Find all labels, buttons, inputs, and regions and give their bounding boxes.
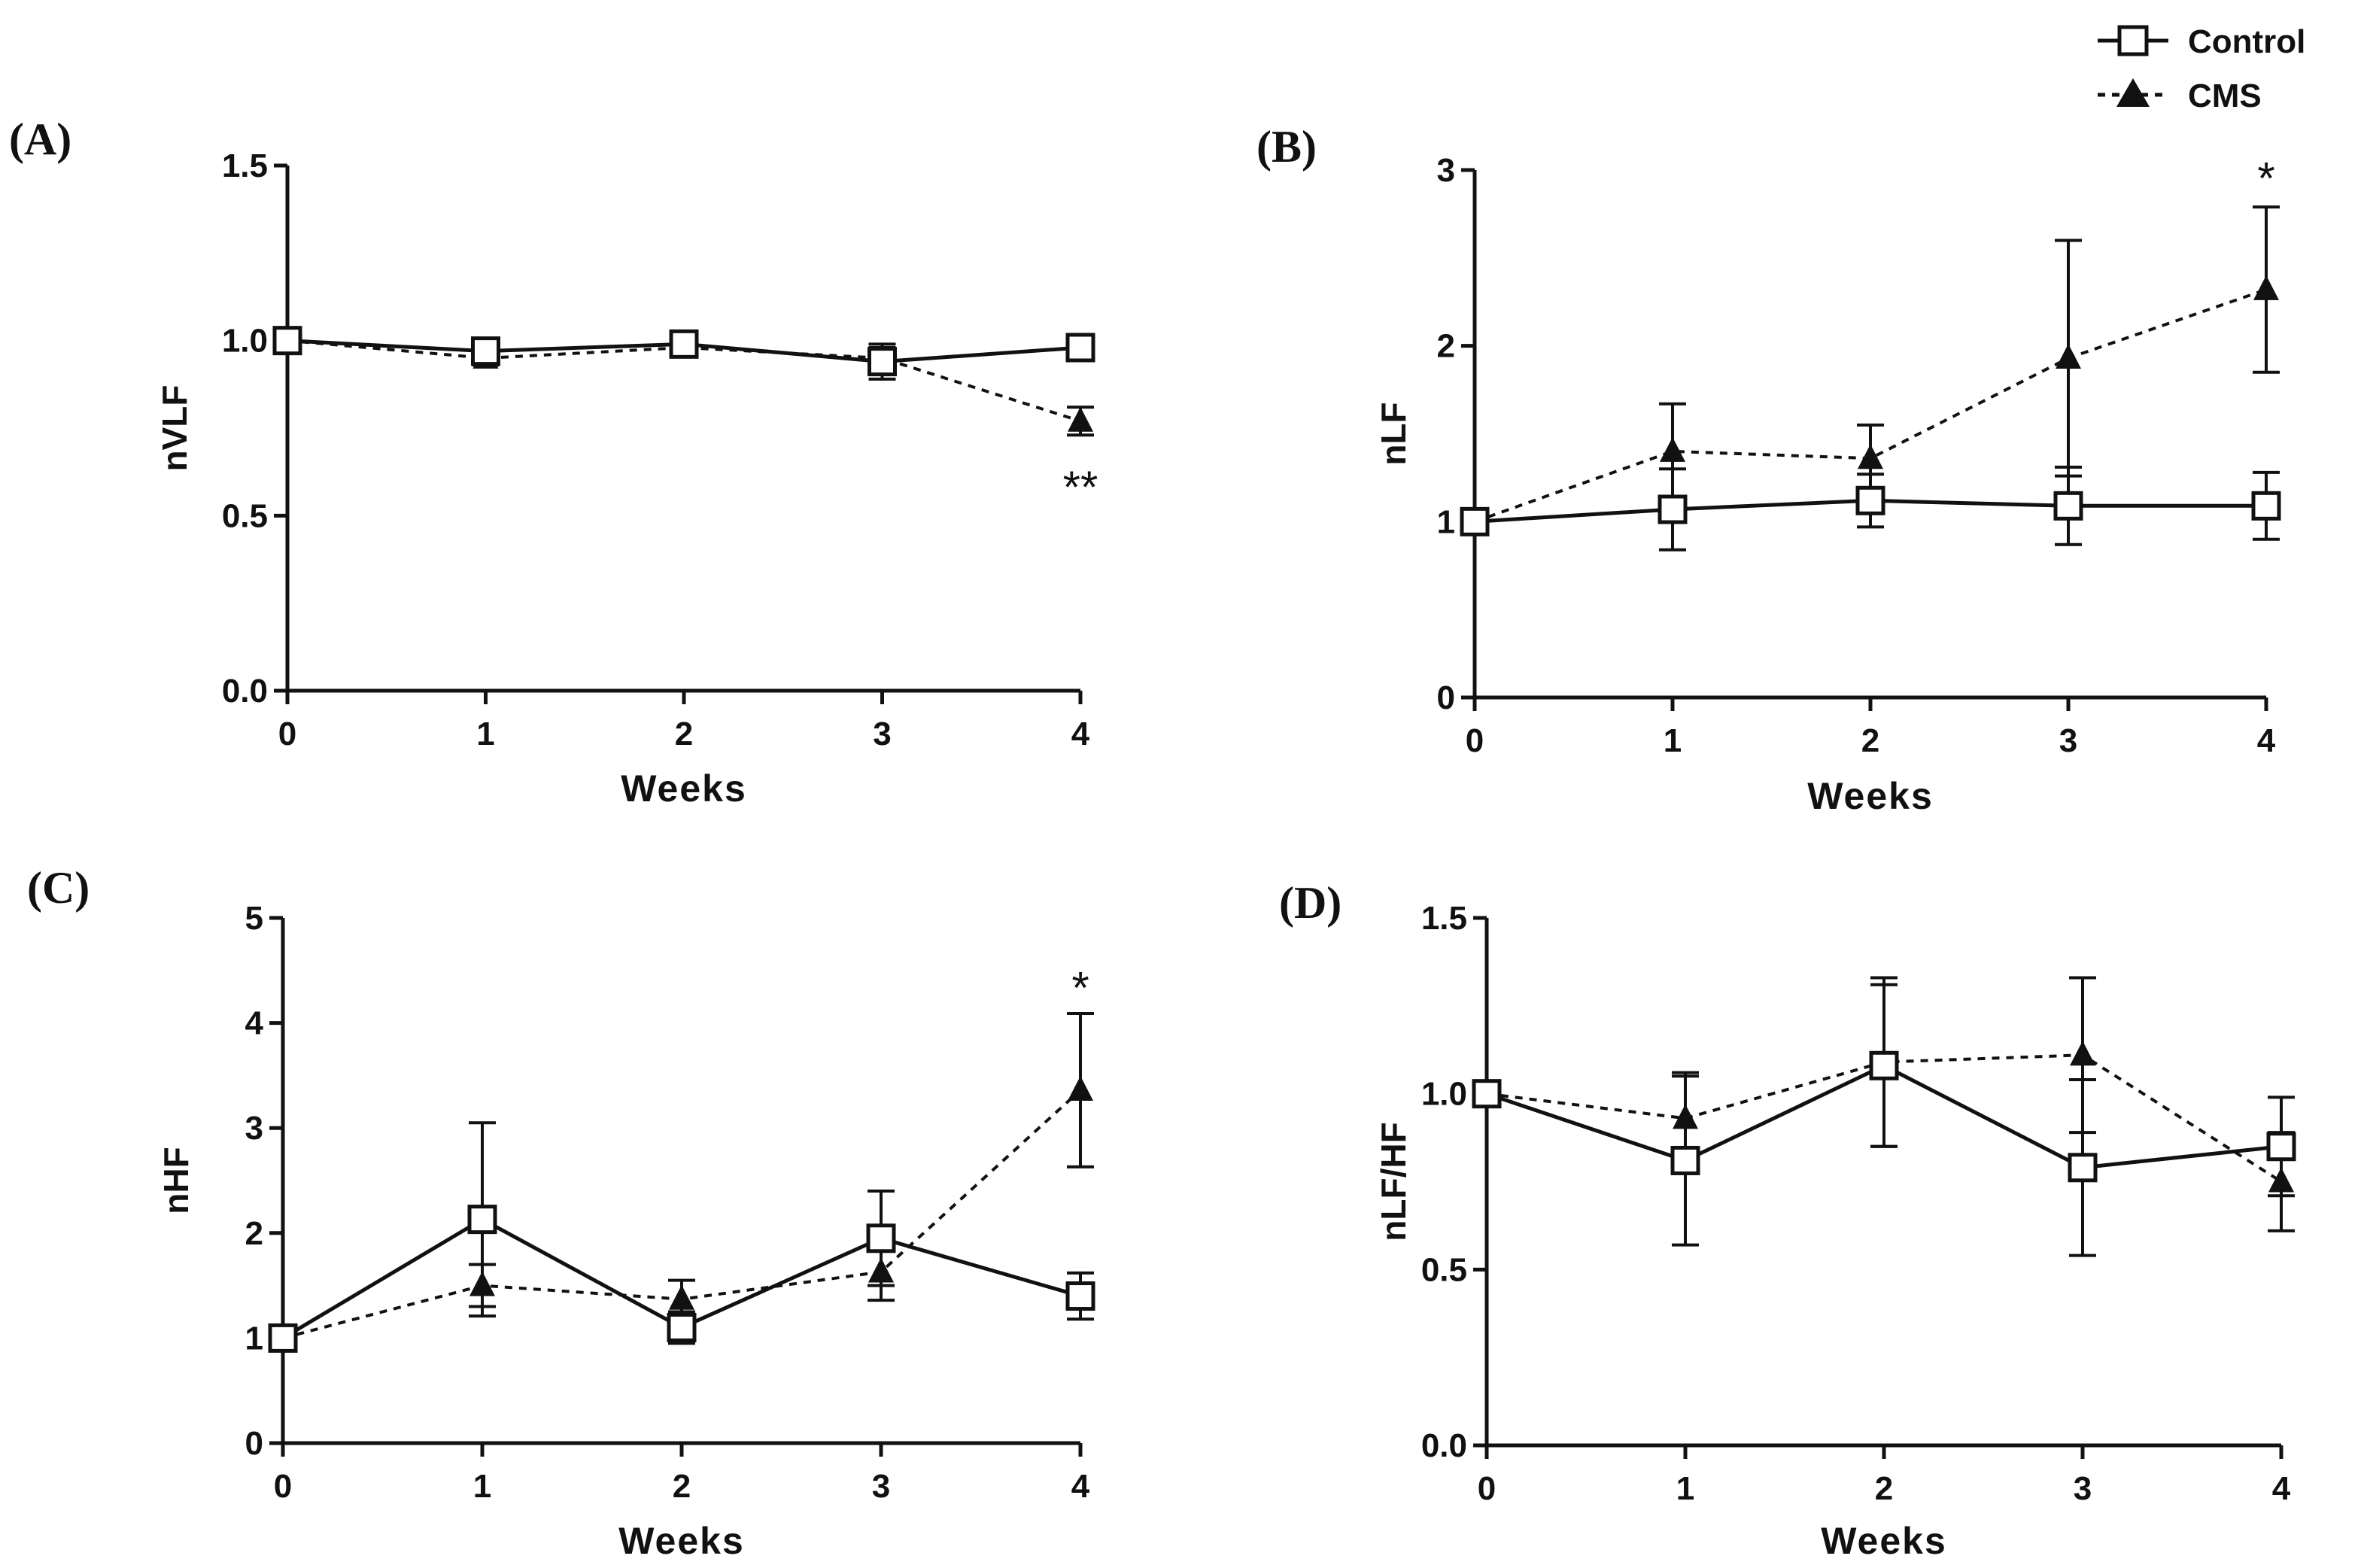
panel-label: (A) xyxy=(9,114,71,164)
y-tick-label: 0 xyxy=(1437,679,1455,716)
series-cms xyxy=(270,1012,1094,1349)
x-tick-label: 2 xyxy=(673,1468,691,1505)
y-axis-title: nVLF xyxy=(155,385,194,472)
x-tick-label: 0 xyxy=(274,1468,292,1505)
y-tick-label: 5 xyxy=(245,900,263,937)
data-point-control xyxy=(2266,1132,2296,1162)
data-point-control xyxy=(268,1323,298,1353)
x-tick-label: 0 xyxy=(278,716,296,752)
data-point-control xyxy=(1065,1281,1095,1311)
significance-marker: ** xyxy=(1063,462,1098,512)
data-point-control xyxy=(1670,1145,1700,1175)
y-axis-title: nHF xyxy=(156,1147,196,1214)
data-point-control xyxy=(2251,491,2281,521)
series-control xyxy=(1460,465,2281,552)
y-tick-label: 0.0 xyxy=(222,673,268,710)
y-tick-label: 1.0 xyxy=(222,323,268,360)
series-control xyxy=(272,326,1095,381)
data-point-cms xyxy=(1660,436,1685,462)
x-tick-label: 0 xyxy=(1466,722,1484,759)
x-tick-label: 2 xyxy=(1875,1470,1893,1507)
data-point-cms xyxy=(2070,1041,2095,1066)
data-point-control xyxy=(2068,1153,2098,1183)
x-tick-label: 3 xyxy=(2059,722,2077,759)
data-point-control xyxy=(1855,485,1885,515)
legend-control-marker xyxy=(2117,25,2149,56)
data-point-control xyxy=(868,347,897,377)
data-point-control xyxy=(1065,333,1095,363)
data-point-control xyxy=(2053,491,2083,521)
legend-cms-marker xyxy=(2116,78,2150,107)
x-tick-label: 1 xyxy=(476,716,494,752)
y-tick-label: 0.5 xyxy=(1421,1251,1467,1288)
panel-label: (B) xyxy=(1256,122,1317,172)
y-axis-title: nLF/HF xyxy=(1374,1122,1413,1241)
x-axis-title: Weeks xyxy=(618,1520,745,1562)
y-tick-label: 0 xyxy=(245,1425,263,1462)
x-axis-title: Weeks xyxy=(1821,1520,1947,1562)
x-tick-label: 4 xyxy=(1071,1468,1090,1505)
panel-label: (D) xyxy=(1279,878,1342,928)
y-tick-label: 0.5 xyxy=(222,497,268,534)
data-point-control xyxy=(471,336,500,366)
x-tick-label: 1 xyxy=(473,1468,491,1505)
x-tick-label: 3 xyxy=(872,1468,890,1505)
series-line-cms xyxy=(287,339,1081,423)
x-tick-label: 4 xyxy=(2257,722,2276,759)
x-tick-label: 2 xyxy=(675,716,693,752)
data-point-cms xyxy=(2056,344,2081,369)
data-point-cms xyxy=(2253,275,2279,300)
panel-c: (C) 0 1 2 3 4 5 0 1 2 3 4 Weeks nHF * xyxy=(27,863,1095,1562)
x-axis-title: Weeks xyxy=(621,767,747,810)
y-tick-label: 3 xyxy=(1437,152,1455,189)
data-point-cms xyxy=(669,1284,694,1310)
significance-marker: * xyxy=(1071,963,1089,1013)
y-tick-label: 1.5 xyxy=(1421,900,1467,937)
y-tick-label: 3 xyxy=(245,1110,263,1147)
x-tick-label: 0 xyxy=(1478,1470,1496,1507)
panel-b: (B) 0 1 2 3 0 1 2 3 4 Weeks nLF * xyxy=(1256,122,2281,817)
series-control xyxy=(1472,983,2296,1257)
legend-control-label: Control xyxy=(2188,23,2305,60)
data-point-control xyxy=(866,1223,896,1253)
data-point-control xyxy=(1658,494,1688,524)
panel-label: (C) xyxy=(27,863,90,913)
data-point-control xyxy=(669,329,699,359)
x-tick-label: 3 xyxy=(873,716,891,752)
x-axis-title: Weeks xyxy=(1807,775,1934,817)
y-tick-label: 2 xyxy=(1437,328,1455,365)
y-tick-label: 2 xyxy=(245,1215,263,1252)
y-tick-label: 1 xyxy=(245,1320,263,1357)
x-tick-label: 4 xyxy=(1071,716,1090,752)
y-tick-label: 1.0 xyxy=(1421,1076,1467,1113)
y-tick-label: 0.0 xyxy=(1421,1427,1467,1464)
data-point-control xyxy=(272,326,302,356)
x-tick-label: 3 xyxy=(2074,1470,2092,1507)
x-tick-label: 4 xyxy=(2272,1470,2291,1507)
x-tick-label: 2 xyxy=(1861,722,1879,759)
data-point-cms xyxy=(1858,444,1883,469)
y-tick-label: 1 xyxy=(1437,503,1455,540)
y-axis-title: nLF xyxy=(1374,402,1413,465)
data-point-cms xyxy=(1068,406,1093,432)
legend-cms-label: CMS xyxy=(2188,77,2262,114)
data-point-control xyxy=(667,1312,697,1342)
panel-d: (D) 0.0 0.5 1.0 1.5 0 1 2 3 4 Weeks nLF/HF xyxy=(1279,878,2296,1562)
data-point-control xyxy=(1869,1050,1899,1080)
x-tick-label: 1 xyxy=(1676,1470,1694,1507)
y-tick-label: 4 xyxy=(245,1005,264,1042)
panel-a: (A) 0.0 0.5 1.0 1.5 0 1 2 3 4 Weeks nVLF ** xyxy=(9,114,1098,810)
data-point-cms xyxy=(1068,1075,1093,1101)
data-point-control xyxy=(467,1205,497,1235)
significance-marker: * xyxy=(2257,153,2274,204)
series-control xyxy=(268,1121,1095,1353)
data-point-control xyxy=(1460,506,1490,536)
y-tick-label: 1.5 xyxy=(222,147,268,184)
x-tick-label: 1 xyxy=(1664,722,1682,759)
data-point-control xyxy=(1472,1079,1502,1109)
legend: Control CMS xyxy=(2098,23,2305,114)
